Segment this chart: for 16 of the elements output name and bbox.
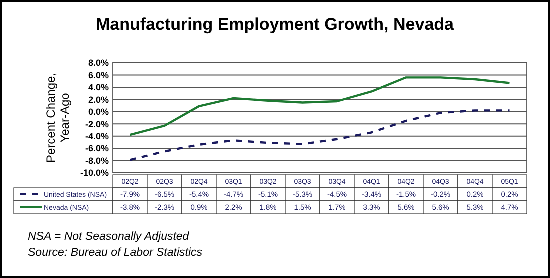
- y-tick-label: -4.0%: [85, 131, 109, 142]
- chart-title: Manufacturing Employment Growth, Nevada: [96, 15, 455, 34]
- y-tick-label: -6.0%: [85, 144, 109, 154]
- text: NSA = Not Seasonally Adjusted: [28, 231, 190, 243]
- y-tick-label: -8.0%: [85, 156, 109, 166]
- y-tick-label: 2.0%: [88, 94, 109, 105]
- y-axis-title: Percent Change, Year-Ago: [44, 72, 72, 164]
- y-tick-label: -10.0%: [80, 168, 109, 178]
- line-series: [129, 110, 511, 162]
- y-tick-label: 4.0%: [88, 82, 109, 93]
- y-tick-label: 8.0%: [88, 58, 109, 68]
- y-tick-label: -2.0%: [85, 119, 109, 130]
- y-tick-label: 0.0%: [88, 107, 109, 118]
- source-note: Source: Bureau of Labor Statistics: [28, 247, 203, 259]
- line-series: [129, 76, 511, 136]
- y-tick-label: 6.0%: [88, 70, 109, 80]
